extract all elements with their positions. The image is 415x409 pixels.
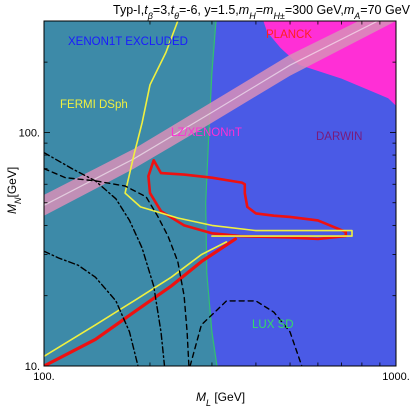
ticks-layer: 100. 1000.10.100. xyxy=(19,20,410,383)
curve-dash-dot-2 xyxy=(44,151,166,366)
x-tick-label: 1000. xyxy=(382,371,410,383)
lux-label: LUX SD xyxy=(252,319,294,331)
y-tick-label: 10. xyxy=(25,361,40,373)
curve-relic-lower xyxy=(44,237,238,366)
curve-fermi-lower xyxy=(44,241,228,358)
band-centerline xyxy=(44,21,380,206)
y-axis-label: MN[GeV] xyxy=(5,167,23,214)
darwin-label: DARWIN xyxy=(316,131,362,143)
lz-label: LZ/XENONnT xyxy=(171,127,242,139)
region-xenon1t-excluded xyxy=(44,21,217,366)
region-darwin xyxy=(263,21,396,106)
xenon1t-label: XENON1T EXCLUDED xyxy=(68,36,188,48)
plot-frame xyxy=(43,20,397,367)
fermi-label: FERMI DSph xyxy=(60,99,128,111)
curve-fermi-dsph xyxy=(124,21,353,237)
plot-area xyxy=(44,21,396,366)
region-lux-sd xyxy=(205,21,396,366)
curves-layer xyxy=(44,21,353,366)
curve-planck xyxy=(147,159,348,241)
curve-dash-dot xyxy=(44,250,139,366)
curve-dashed xyxy=(44,167,190,366)
planck-label: PLANCK xyxy=(266,29,312,41)
band-lz-xenonnt xyxy=(44,21,396,216)
band-layer xyxy=(44,21,396,216)
regions-layer xyxy=(44,21,396,366)
curve-dashed-lower xyxy=(189,300,303,366)
lux-boundary-line xyxy=(205,21,218,366)
x-tick-label: 100. xyxy=(33,371,54,383)
chart-title: Typ-I,tβ=3,tθ=-6, y=1.5,mH=mH±=300 GeV,m… xyxy=(113,3,411,21)
y-tick-label: 100. xyxy=(19,127,40,139)
x-axis-label: ML [GeV] xyxy=(196,390,245,408)
